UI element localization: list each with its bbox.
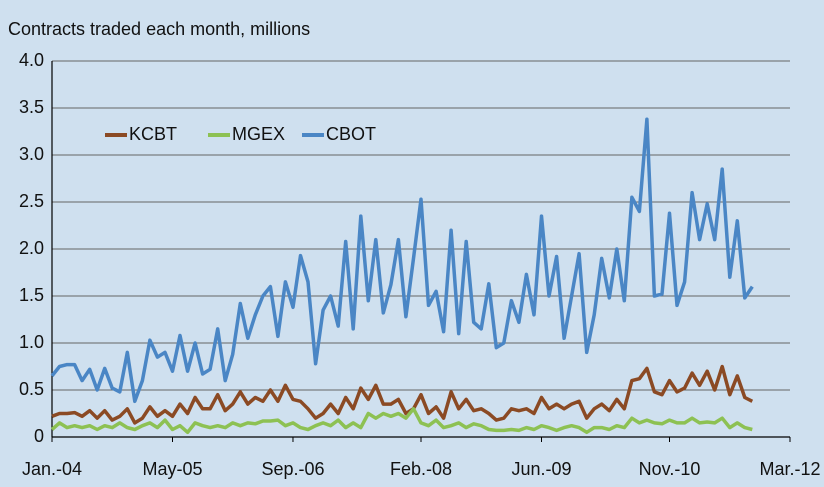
y-tick-label: 1.5 (19, 285, 44, 305)
x-tick-label: May-05 (142, 459, 202, 479)
legend-label: CBOT (326, 124, 376, 144)
x-tick-label: Mar.-12 (759, 459, 820, 479)
y-tick-label: 0.5 (19, 379, 44, 399)
y-tick-label: 3.0 (19, 144, 44, 164)
x-tick-label: Sep.-06 (261, 459, 324, 479)
series-line (50, 407, 753, 435)
series-line (51, 364, 754, 425)
series-line (50, 117, 754, 404)
legend-label: KCBT (129, 124, 177, 144)
y-tick-label: 2.0 (19, 238, 44, 258)
y-tick-label: 2.5 (19, 191, 44, 211)
y-tick-label: 3.5 (19, 97, 44, 117)
legend-label: MGEX (232, 124, 285, 144)
y-tick-label: 1.0 (19, 332, 44, 352)
x-tick-label: Feb.-08 (390, 459, 452, 479)
x-tick-label: Jun.-09 (511, 459, 571, 479)
chart-title: Contracts traded each month, millions (8, 19, 310, 39)
x-tick-label: Jan.-04 (22, 459, 82, 479)
y-tick-label: 0 (34, 426, 44, 446)
y-tick-label: 4.0 (19, 50, 44, 70)
x-tick-label: Nov.-10 (639, 459, 701, 479)
